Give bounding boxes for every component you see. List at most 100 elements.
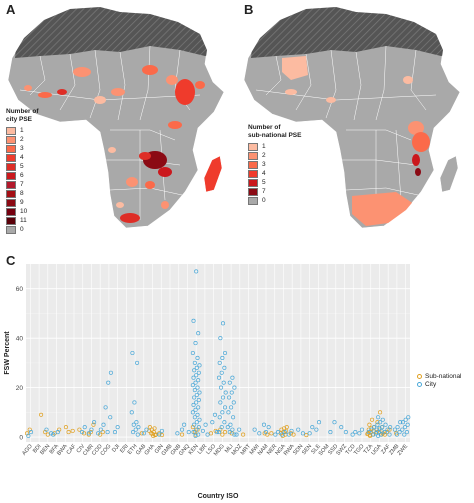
subnational-point [77,427,82,432]
city-point [192,360,197,365]
city-point [316,420,322,425]
city-point [203,422,208,427]
city-point [26,433,31,438]
panel-label-c: C [6,253,16,268]
city-point [82,425,87,430]
subnational-point [291,432,296,437]
city-point [350,432,355,437]
subnational-point [378,410,383,415]
city-point [182,422,187,427]
city-point [197,363,202,368]
city-point [221,380,226,385]
subnational-point [382,432,387,437]
subnational-point [153,433,158,438]
city-point [375,422,380,427]
city-point [200,428,205,433]
city-pse-legend-swatch [6,180,16,189]
city-point [232,432,237,437]
data-points [24,269,411,438]
city-point [190,410,195,415]
city-point [98,427,103,432]
city-point [229,390,234,395]
city-point [380,425,385,430]
city-point [89,427,94,432]
city-point [359,427,365,432]
city-point [134,420,139,425]
city-point [192,415,197,420]
legend-item-city: City [417,380,462,388]
city-point [55,430,60,435]
city-point [402,425,408,430]
subnational-pse-legend-row: 0 [248,196,301,205]
legend-label-city: City [425,380,437,388]
city-point [194,427,199,432]
city-point [194,392,199,398]
x-tick-labels: AGOBDIBENBFABWACAFCIVCMRCODCOGDJIERIETHG… [21,443,409,457]
city-point [131,430,136,435]
city-point [282,430,287,435]
city-point [80,430,85,435]
subnational-point [63,425,68,430]
city-point [310,425,315,430]
city-point [339,425,344,430]
subnational-point [241,432,246,437]
africa-map-subnational [243,6,461,229]
x-tick-label: ERI [119,443,130,454]
city-point [195,385,200,390]
city-point [195,355,200,360]
city-point [382,430,387,435]
city-pse-legend-swatch [6,189,16,198]
city-point [366,430,371,435]
grid-lines [26,264,410,442]
subnational-pse-legend-swatch [248,196,258,205]
city-point [217,415,222,420]
city-point [28,430,34,435]
city-point [266,425,271,430]
city-point [223,390,228,395]
city-point [193,407,198,412]
city-point [96,431,101,436]
city-point [130,350,135,356]
city-point [376,415,381,420]
africa-map-city [7,6,225,229]
city-point [186,430,191,435]
city-point [175,431,180,436]
city-point [328,430,333,435]
city-point [193,380,198,385]
city-point [231,415,236,420]
city-point [219,370,224,375]
subnational-pse-legend-row: 7 [248,187,301,196]
city-point [400,427,405,432]
subnational-point [39,412,44,417]
city-point [133,427,138,432]
x-axis-label: Country ISO [198,493,239,500]
city-pse-legend-label: 4 [20,154,24,161]
y-tick-label: 0 [19,435,23,442]
north-africa-excluded-region [15,7,224,58]
madagascar [203,155,223,193]
city-pse-legend-row: 7 [6,180,39,189]
subnational-point [152,426,157,431]
city-point [230,427,235,432]
subnational-point [100,430,105,435]
subnational-pse-legend-label: 0 [262,197,266,204]
subnational-point [387,427,392,432]
subnational-point [147,425,152,430]
x-tick-label: ETH [127,443,139,455]
city-point [395,425,400,430]
city-point [218,385,224,390]
subnational-point [284,425,289,430]
city-pse-legend-swatch [6,198,16,207]
city-point [190,383,195,388]
city-point [225,425,230,430]
city-point [234,432,239,437]
city-pse-legend-swatch [6,225,16,234]
subnational-pse-legend-label: 5 [262,179,266,186]
city-point [227,380,232,385]
subnational-point [139,431,144,436]
city-point [196,397,201,403]
subnational-pse-legend-row: 3 [248,160,301,169]
city-point [400,420,406,425]
city-point [191,430,196,435]
subnational-pse-legend-row: 5 [248,178,301,187]
